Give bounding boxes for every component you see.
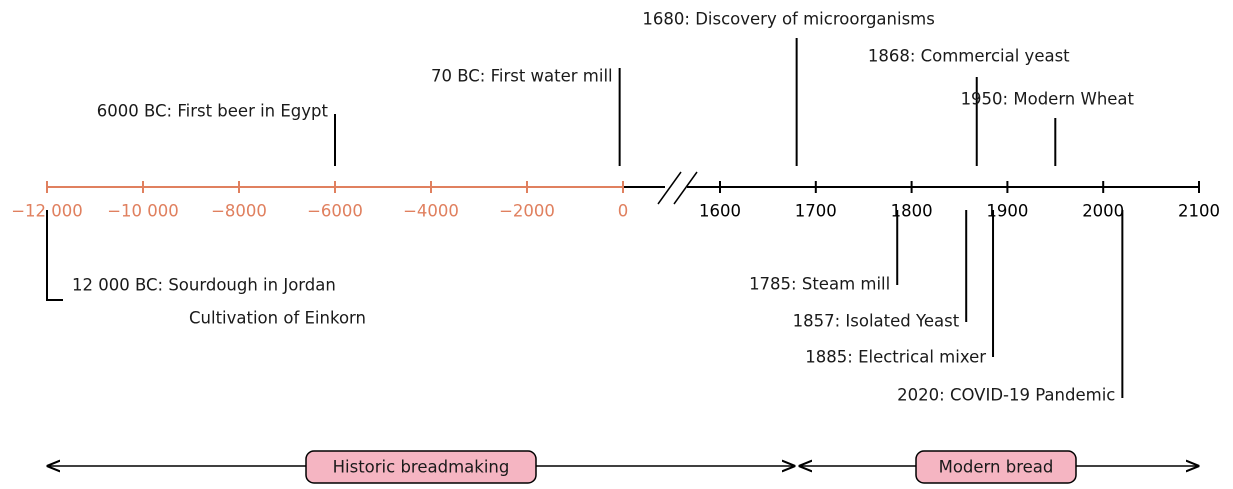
tick-label: −10 000 (107, 202, 179, 221)
tick-label: −2000 (499, 202, 555, 221)
period-box (305, 450, 537, 484)
tick-label: −4000 (403, 202, 459, 221)
tick-label: 1700 (795, 202, 837, 221)
axis-break (657, 171, 682, 205)
tick-label: −6000 (307, 202, 363, 221)
period-label: Modern bread (939, 458, 1054, 477)
event-label: 1950: Modern Wheat (961, 90, 1135, 109)
event-label: 6000 BC: First beer in Egypt (97, 102, 329, 121)
event-label: 1680: Discovery of microorganisms (642, 10, 934, 29)
event-label: 1785: Steam mill (749, 275, 890, 294)
tick-label: 0 (618, 202, 629, 221)
tick-label: 2000 (1082, 202, 1124, 221)
axis-break-gap (665, 180, 687, 194)
axis-break (673, 171, 698, 205)
event-label: 12 000 BC: Sourdough in Jordan (72, 276, 336, 295)
event-label: Cultivation of Einkorn (189, 309, 366, 328)
event-label: 2020: COVID-19 Pandemic (897, 386, 1115, 405)
tick-label: −8000 (211, 202, 267, 221)
tick-label: 1600 (699, 202, 741, 221)
period-label: Historic breadmaking (333, 458, 510, 477)
event-label: 70 BC: First water mill (431, 67, 613, 86)
event-label: 1885: Electrical mixer (805, 348, 986, 367)
tick-label: 1900 (986, 202, 1028, 221)
event-label: 1857: Isolated Yeast (793, 312, 960, 331)
tick-label: 2100 (1178, 202, 1220, 221)
period-box (915, 450, 1077, 484)
event-label: 1868: Commercial yeast (868, 47, 1070, 66)
tick-label: 1800 (891, 202, 933, 221)
